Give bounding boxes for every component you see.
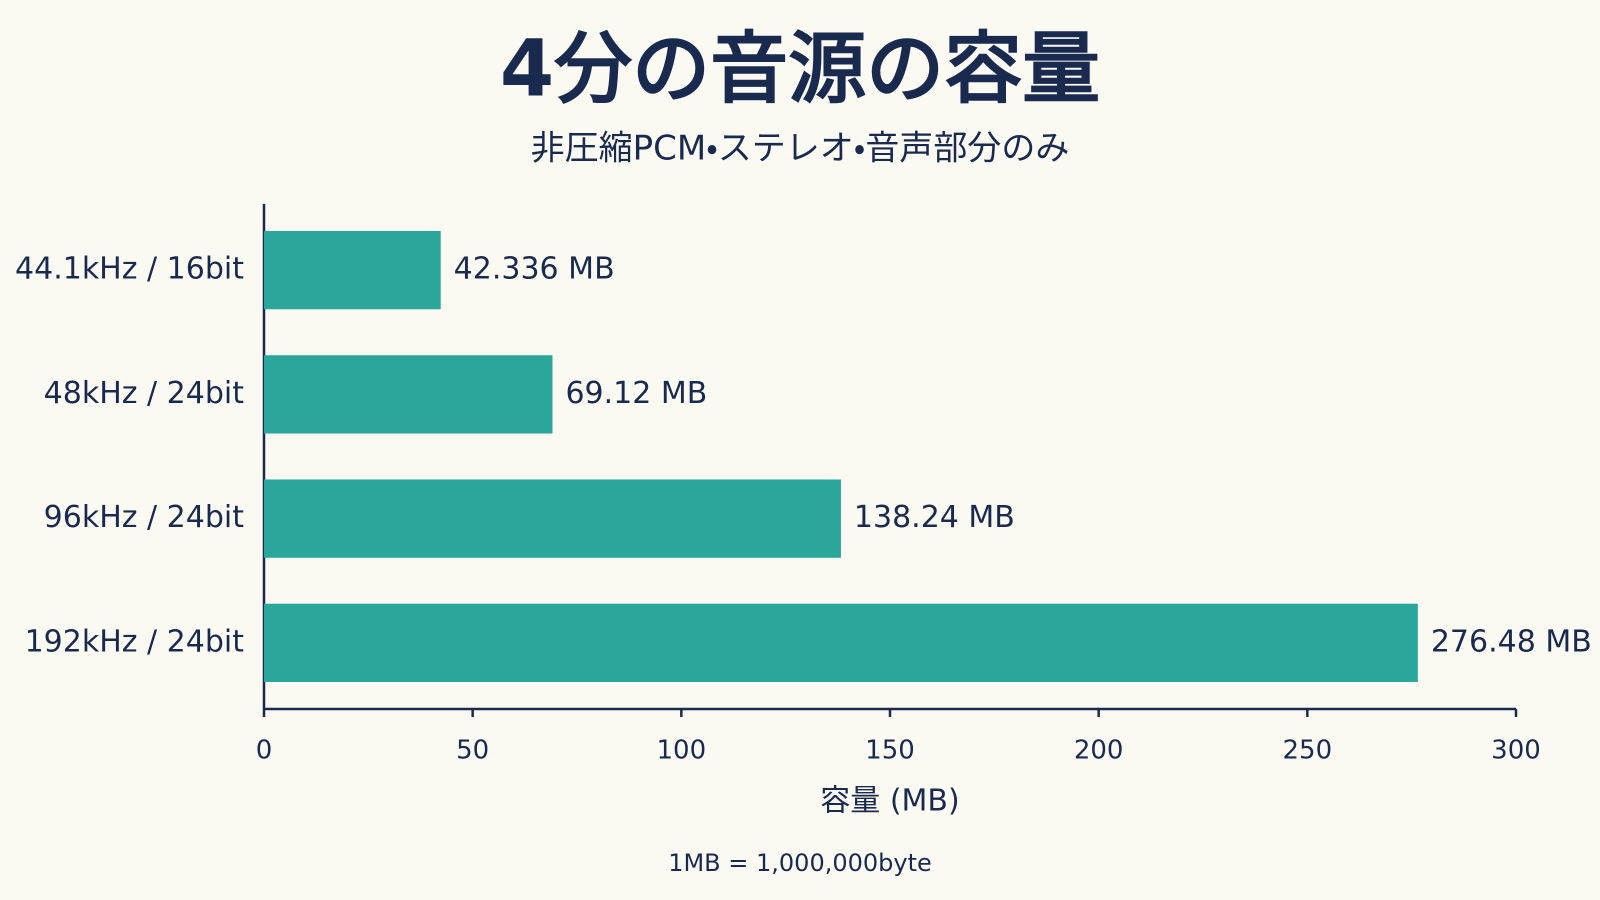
x-tick-label: 250 — [1283, 736, 1333, 766]
bar — [264, 603, 1418, 683]
bar — [264, 479, 841, 558]
bar — [264, 355, 553, 434]
chart-title: 4分の音源の容量 — [500, 24, 1100, 114]
x-tick-label: 0 — [256, 736, 273, 766]
y-tick-label: 44.1kHz / 16bit — [15, 252, 244, 287]
x-tick-label: 50 — [456, 736, 489, 766]
x-tick-label: 150 — [865, 736, 915, 766]
y-tick-label: 192kHz / 24bit — [25, 624, 245, 659]
x-axis-label: 容量 (MB) — [820, 784, 959, 819]
value-label: 69.12 MB — [565, 376, 707, 411]
y-tick-label: 96kHz / 24bit — [44, 500, 245, 535]
chart-subtitle: 非圧縮PCM・ステレオ・音声部分のみ — [531, 129, 1070, 169]
x-tick-label: 300 — [1491, 736, 1541, 766]
footnote: 1MB = 1,000,000byte — [668, 849, 932, 877]
value-label: 138.24 MB — [854, 500, 1015, 535]
value-label: 276.48 MB — [1431, 624, 1592, 659]
x-tick-label: 100 — [657, 736, 707, 766]
value-label: 42.336 MB — [454, 252, 615, 287]
y-tick-label: 48kHz / 24bit — [44, 376, 245, 411]
bar — [264, 230, 441, 310]
x-tick-label: 200 — [1074, 736, 1124, 766]
